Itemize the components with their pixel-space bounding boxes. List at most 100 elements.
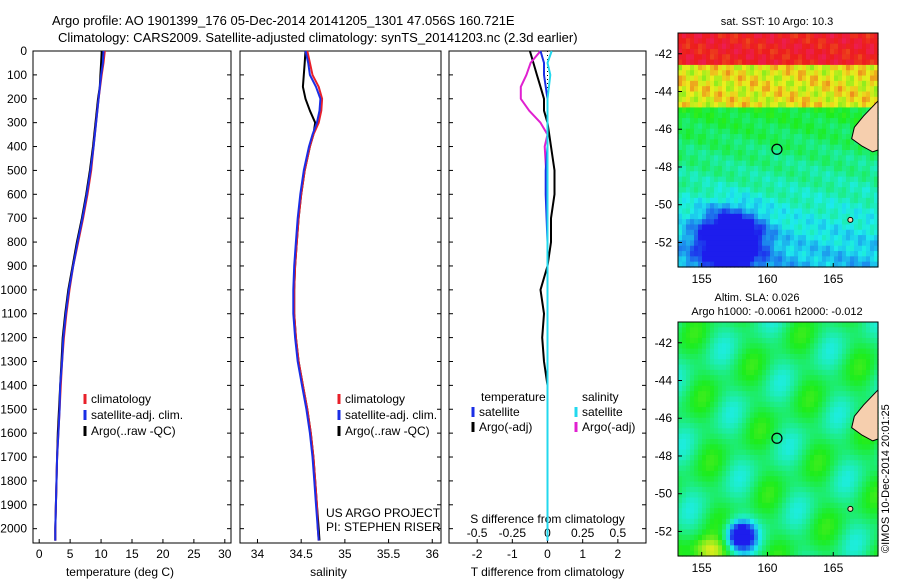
sst-map-cell [798, 171, 803, 178]
sla-map-cell [874, 359, 879, 366]
sst-map-cell [770, 118, 775, 125]
sla-map-cell [834, 337, 839, 344]
sla-map-cell [842, 412, 847, 419]
sla-map-cell [694, 524, 699, 531]
sst-map-cell [786, 54, 791, 61]
sla-map-cell [794, 449, 799, 456]
sla-map-cell [714, 412, 719, 419]
sla-map-cell [874, 524, 879, 531]
sst-map-cell [794, 112, 799, 119]
sla-map-cell [794, 332, 799, 339]
sla-map-cell [746, 359, 751, 366]
sla-map-cell [786, 486, 791, 493]
sst-map-cell [850, 54, 855, 61]
sst-map-cell [726, 91, 731, 98]
sla-map-cell [858, 348, 863, 355]
sst-map-cell [738, 75, 743, 82]
sst-map-cell [834, 160, 839, 167]
sst-map-cell [678, 256, 683, 263]
sst-map-cell [726, 107, 731, 114]
sst-map-cell [742, 96, 747, 103]
sst-map-cell [690, 86, 695, 93]
sst-map-cell [838, 118, 843, 125]
sla-map-cell [862, 529, 867, 536]
sst-map-cell [738, 123, 743, 130]
sla-map-cell [778, 534, 783, 541]
sla-map-cell [738, 407, 743, 414]
sst-map-cell [806, 176, 811, 183]
sst-map-cell [686, 235, 691, 242]
sst-map-cell [686, 91, 691, 98]
sst-map-cell [698, 43, 703, 50]
sst-map-cell [762, 112, 767, 119]
sst-map-cell [738, 261, 743, 268]
sst-map-cell [726, 80, 731, 87]
sla-map-cell [778, 529, 783, 536]
sla-map-cell [738, 545, 743, 552]
sla-map-cell [734, 348, 739, 355]
sst-map-cell [790, 240, 795, 247]
sla-map-cell [786, 481, 791, 488]
sla-map-cell [802, 433, 807, 440]
sst-map-cell [734, 134, 739, 140]
sst-map-cell [810, 70, 815, 77]
sla-map-cell [826, 375, 831, 382]
sst-map-cell [702, 144, 707, 151]
sst-map-cell [818, 112, 823, 119]
sla-map-cell [742, 423, 747, 429]
sla-map-cell [678, 364, 683, 371]
sst-map-cell [710, 123, 715, 130]
sla-map-cell [802, 454, 807, 461]
sla-map-cell [870, 322, 875, 328]
sla-map-cell [690, 481, 695, 488]
sla-map-cell [678, 486, 683, 493]
sst-map-cell [710, 219, 715, 226]
sst-map-cell [678, 240, 683, 247]
sla-map-cell [742, 497, 747, 504]
sla-map-cell [862, 444, 867, 451]
sla-map-cell [830, 327, 835, 334]
sla-map-cell [802, 540, 807, 546]
sst-map-cell [782, 203, 787, 210]
sla-map-cell [770, 348, 775, 355]
sst-map-cell [754, 43, 759, 50]
sst-map-cell [738, 150, 743, 156]
sla-map-cell [798, 322, 803, 328]
sla-map-cell [854, 332, 859, 339]
sst-map-cell [842, 208, 847, 215]
sla-map-cell [870, 439, 875, 445]
sst-map-cell [798, 33, 803, 39]
sst-map-cell [826, 59, 831, 66]
sla-map-cell [734, 428, 739, 435]
sla-map-cell [818, 364, 823, 371]
sla-map-cell [722, 486, 727, 493]
sst-map-cell [722, 213, 727, 220]
sla-map-cell [770, 460, 775, 467]
sla-map-cell [754, 470, 759, 477]
sla-map-cell [718, 337, 723, 344]
sst-map-cell [738, 38, 743, 45]
sst-map-cell [782, 139, 787, 146]
sst-map-cell [826, 192, 831, 199]
sla-map-cell [790, 534, 795, 541]
sla-map-cell [778, 513, 783, 520]
sla-map-cell [758, 375, 763, 382]
sla-map-cell [846, 502, 851, 509]
sla-map-cell [794, 364, 799, 371]
sla-map-cell [714, 502, 719, 509]
sla-map-cell [746, 327, 751, 334]
sst-map-cell [778, 203, 783, 210]
sla-map-cell [834, 343, 839, 350]
sst-map-cell [834, 128, 839, 135]
sst-map-cell [822, 235, 827, 242]
sla-map-cell [726, 529, 731, 536]
sla-map-cell [814, 327, 819, 334]
sst-map-cell [830, 213, 835, 220]
sst-map-cell [750, 112, 755, 119]
sla-map-cell [866, 449, 871, 456]
sla-map-cell [778, 465, 783, 472]
sst-map-cell [758, 112, 763, 119]
sst-map-cell [682, 43, 687, 50]
sst-map-cell [826, 128, 831, 135]
sla-map-cell [678, 502, 683, 509]
